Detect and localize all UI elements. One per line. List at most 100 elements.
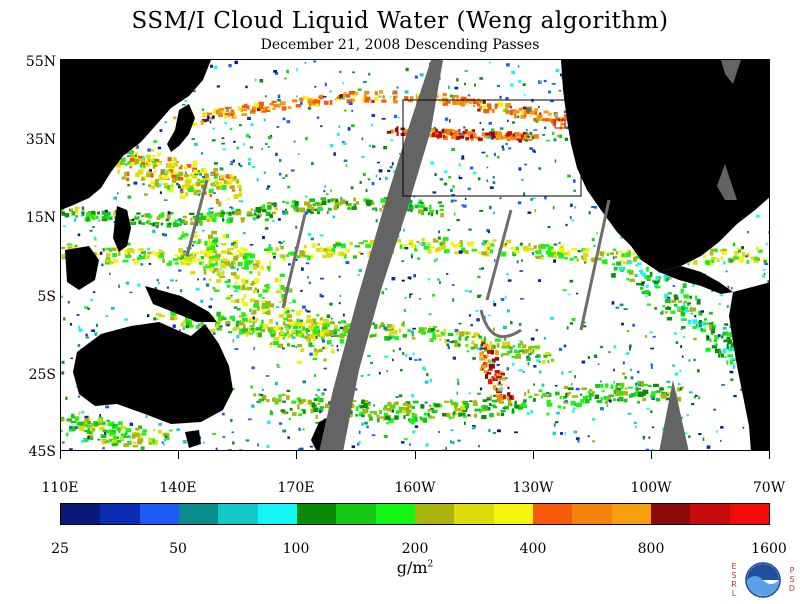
cloud-speck <box>214 258 220 261</box>
cloud-speck <box>605 383 609 387</box>
cloud-speck <box>253 316 255 319</box>
cloud-speck <box>186 174 190 176</box>
cloud-speck <box>693 260 698 265</box>
cloud-speck <box>514 350 518 354</box>
cloud-speck <box>629 347 631 350</box>
cloud-speck <box>216 324 219 328</box>
cloud-speck <box>564 345 567 348</box>
cloud-speck <box>764 263 768 265</box>
cloud-speck <box>471 324 473 326</box>
cloud-speck <box>213 192 215 194</box>
cloud-speck <box>260 394 263 396</box>
cloud-speck <box>239 252 242 257</box>
cloud-speck <box>505 396 509 398</box>
cloud-speck <box>242 328 248 331</box>
cloud-speck <box>81 440 85 443</box>
cloud-speck <box>292 336 296 338</box>
cloud-speck <box>358 274 360 276</box>
cloud-speck <box>550 115 552 117</box>
cloud-speck <box>285 174 287 177</box>
cloud-speck <box>468 332 471 335</box>
cloud-speck <box>386 408 390 411</box>
cloud-speck <box>351 110 353 112</box>
cloud-speck <box>236 209 241 211</box>
cloud-speck <box>704 318 707 320</box>
cloud-speck <box>343 82 345 84</box>
cloud-speck <box>220 214 224 217</box>
cloud-speck <box>314 374 316 377</box>
cloud-speck <box>340 295 342 297</box>
logo-letter: S <box>730 571 738 580</box>
cloud-speck <box>246 134 250 137</box>
cloud-speck <box>681 289 684 293</box>
cloud-speck <box>472 336 476 338</box>
cloud-speck <box>210 65 213 68</box>
cloud-speck <box>542 360 545 364</box>
cloud-speck <box>324 190 326 192</box>
cloud-speck <box>370 334 376 337</box>
cloud-speck <box>404 247 408 249</box>
cloud-speck <box>714 343 718 346</box>
cloud-speck <box>456 392 458 395</box>
cloud-speck <box>521 259 523 261</box>
cloud-speck <box>281 285 285 290</box>
cloud-speck <box>534 245 537 249</box>
cloud-speck <box>235 275 239 279</box>
cloud-speck <box>272 212 276 215</box>
lon-tick <box>60 451 61 459</box>
cloud-speck <box>651 366 653 369</box>
cloud-speck <box>394 115 397 118</box>
cloud-speck <box>534 394 539 396</box>
cloud-speck <box>457 382 459 385</box>
cloud-speck <box>222 258 228 261</box>
cloud-speck <box>254 213 257 215</box>
cloud-speck <box>523 246 529 250</box>
cloud-speck <box>411 394 414 397</box>
colorbar-swatch <box>336 504 375 524</box>
cloud-speck <box>320 406 325 408</box>
cloud-speck <box>494 259 496 262</box>
cloud-speck <box>158 423 162 426</box>
cloud-speck <box>548 226 551 228</box>
cloud-speck <box>366 97 371 101</box>
cloud-speck <box>438 237 441 240</box>
cloud-speck <box>98 219 100 221</box>
cloud-speck <box>112 253 117 257</box>
cloud-speck <box>256 207 262 212</box>
cloud-speck <box>420 73 424 76</box>
cloud-speck <box>249 271 253 274</box>
cloud-speck <box>523 137 529 140</box>
cloud-speck <box>207 212 212 214</box>
cloud-speck <box>523 192 525 195</box>
cloud-speck <box>244 262 249 266</box>
cloud-speck <box>381 100 386 103</box>
cloud-speck <box>353 198 356 202</box>
cloud-speck <box>710 338 712 342</box>
cloud-speck <box>62 442 65 444</box>
cloud-speck <box>637 388 641 390</box>
cloud-speck <box>181 235 186 238</box>
cloud-speck <box>393 100 398 103</box>
cloud-speck <box>395 396 398 398</box>
lat-label: 15N <box>0 210 56 226</box>
cloud-speck <box>504 406 509 410</box>
cloud-speck <box>352 445 356 448</box>
cloud-speck <box>241 217 246 220</box>
cloud-speck <box>334 332 337 334</box>
cloud-speck <box>652 427 654 429</box>
cloud-speck <box>768 231 770 234</box>
cloud-speck <box>491 346 493 350</box>
cloud-speck <box>295 346 297 348</box>
cloud-speck <box>534 134 539 139</box>
cloud-speck <box>406 68 409 71</box>
colorbar-label: 200 <box>385 541 445 557</box>
cloud-speck <box>705 260 710 265</box>
cloud-speck <box>310 199 315 202</box>
cloud-speck <box>203 442 205 444</box>
cloud-speck <box>602 390 605 392</box>
cloud-speck <box>138 220 141 224</box>
cloud-speck <box>308 98 312 101</box>
cloud-speck <box>288 252 292 255</box>
cloud-speck <box>285 311 287 313</box>
cloud-speck <box>351 124 355 127</box>
